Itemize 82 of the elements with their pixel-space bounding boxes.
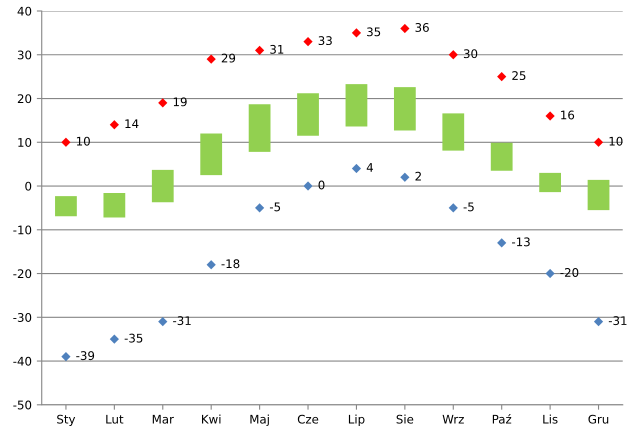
point (255, 46, 264, 55)
point (158, 98, 168, 108)
bar (297, 93, 319, 136)
y-tick-label: 10 (18, 138, 32, 147)
data-label: 30 (464, 49, 478, 58)
y-tick-label: -30 (13, 313, 32, 322)
data-label: 16 (561, 110, 574, 120)
point (497, 238, 506, 248)
data-label: -31 (608, 316, 626, 326)
point (546, 268, 555, 278)
y-tick-label: 0 (25, 182, 32, 191)
point (110, 334, 119, 344)
data-label: 0 (318, 180, 324, 190)
x-tick-label: Sie (396, 414, 414, 424)
point (61, 352, 71, 362)
bar (248, 104, 271, 152)
point (497, 72, 506, 82)
point (206, 260, 216, 270)
data-label: 25 (512, 71, 526, 80)
x-tick-label: Kwi (202, 414, 220, 424)
point (255, 203, 264, 213)
bar (442, 113, 464, 151)
point (400, 24, 410, 34)
point (61, 138, 71, 147)
data-label: -31 (173, 316, 191, 326)
data-label: 10 (610, 136, 622, 146)
x-tick-label: Lip (348, 414, 364, 426)
bar (539, 172, 562, 192)
data-label: -35 (124, 334, 142, 343)
data-label: -13 (512, 237, 530, 246)
data-label: 29 (222, 54, 236, 63)
x-tick-label: Mar (152, 414, 174, 424)
data-label: 4 (366, 163, 374, 172)
point (594, 138, 604, 147)
bar (588, 180, 610, 210)
point (303, 181, 313, 191)
x-tick-label: Paź (492, 414, 512, 424)
data-label: -5 (464, 202, 474, 212)
point (400, 172, 410, 182)
y-tick-label: -20 (13, 269, 32, 278)
point (352, 28, 362, 38)
bar (394, 87, 416, 130)
data-label: 14 (125, 119, 138, 128)
data-label: 19 (174, 97, 187, 106)
y-tick-label: 20 (18, 94, 32, 104)
data-label: 31 (270, 44, 284, 54)
point (110, 120, 119, 130)
y-tick-label: -10 (13, 226, 32, 234)
data-label: 35 (367, 27, 380, 36)
point (448, 203, 458, 213)
bar (490, 142, 513, 171)
y-tick-label: -50 (13, 400, 32, 410)
point (546, 111, 555, 121)
y-tick-label: 30 (18, 50, 32, 60)
y-tick-label: -40 (13, 356, 32, 366)
bar (200, 134, 222, 176)
data-label: 2 (415, 172, 421, 181)
x-tick-label: Cze (298, 414, 318, 424)
point (303, 37, 313, 46)
data-label: -5 (270, 202, 280, 212)
x-tick-label: Lis (543, 414, 558, 424)
point (206, 54, 216, 64)
x-tick-label: Maj (250, 414, 269, 426)
data-label: 33 (318, 36, 332, 46)
bar (152, 170, 174, 202)
bar (103, 193, 126, 218)
point (352, 164, 362, 174)
data-label: -18 (221, 259, 240, 268)
data-label: 10 (76, 136, 90, 146)
data-label: -20 (560, 268, 578, 277)
point (594, 317, 604, 326)
y-tick-label: 40 (18, 6, 32, 16)
x-tick-label: Sty (57, 414, 76, 426)
bar (55, 196, 77, 216)
data-label: 36 (415, 23, 429, 32)
x-tick-label: Lut (106, 414, 124, 424)
x-tick-label: Gru (588, 414, 608, 424)
point (158, 317, 168, 326)
bar (346, 84, 368, 127)
data-label: -39 (76, 351, 94, 360)
x-tick-label: Wrz (442, 414, 464, 424)
point (448, 50, 458, 60)
